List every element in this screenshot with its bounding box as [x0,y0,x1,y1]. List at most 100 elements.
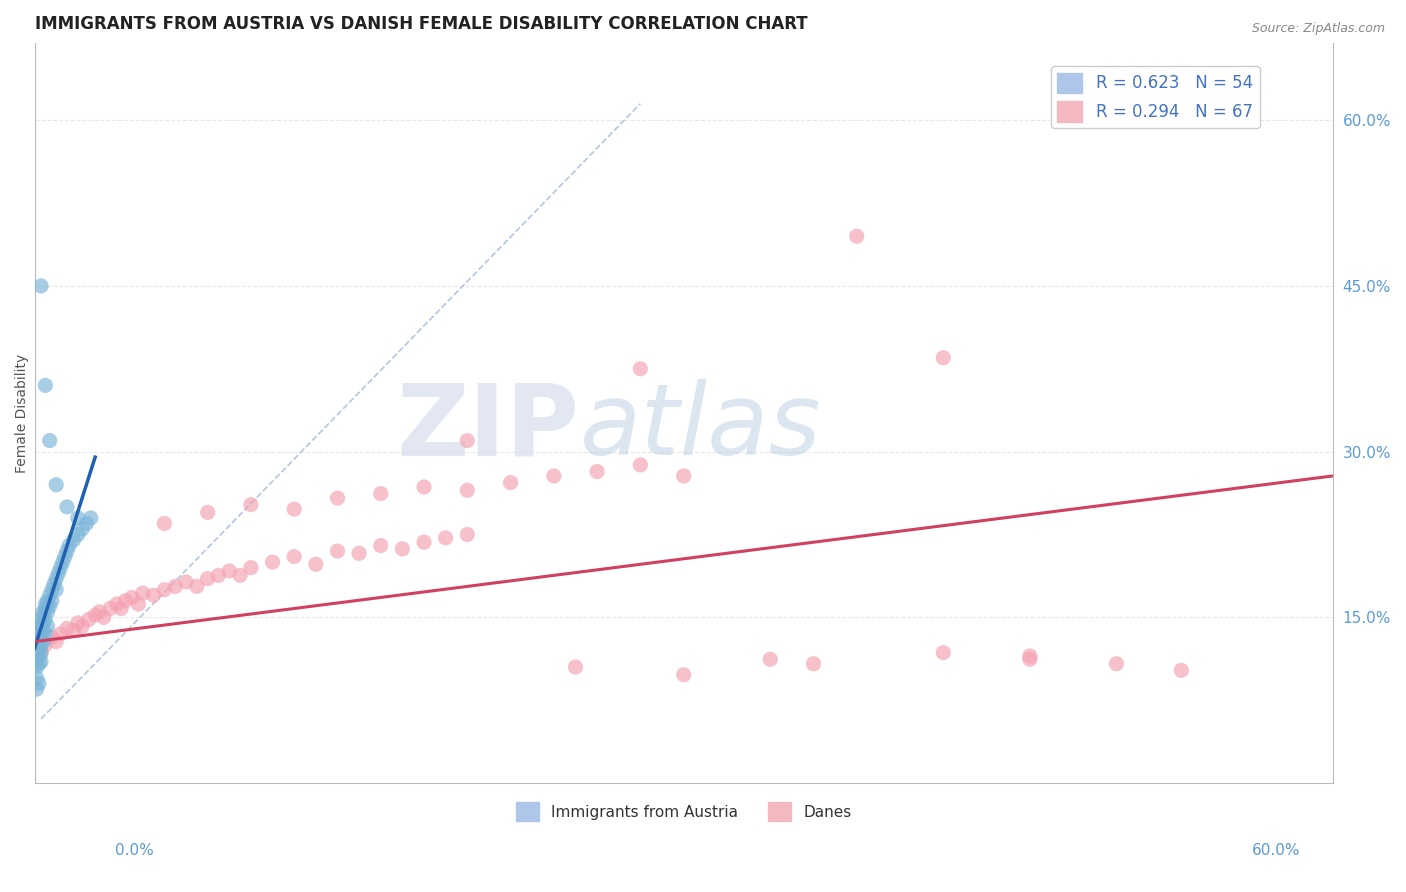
Point [28,657,51,671]
Point [32,624,55,638]
Point [41,630,63,644]
Point [283,502,305,516]
Point [93,610,115,624]
Point [218,564,240,578]
Point [37,594,59,608]
Point [45,572,67,586]
Point [803,657,825,671]
Point [58,539,80,553]
Point [326,544,349,558]
Point [28,641,51,656]
Point [845,229,868,244]
Point [30,638,52,652]
Point [62,533,84,547]
Point [28,648,51,663]
Point [56,500,79,514]
Y-axis label: Female Disability: Female Disability [15,353,30,473]
Point [370,486,392,500]
Point [413,480,436,494]
Point [165,579,187,593]
Point [110,601,132,615]
Point [45,477,67,491]
Point [1018,648,1040,663]
Point [30,279,52,293]
Point [32,634,55,648]
Point [66,511,89,525]
Point [41,582,63,597]
Point [30,646,52,660]
Point [229,568,252,582]
Point [53,549,76,564]
Point [174,574,197,589]
Point [34,627,56,641]
Point [628,361,651,376]
Point [25,682,48,697]
Point [34,378,56,392]
Point [30,655,52,669]
Point [25,652,48,666]
Point [672,667,695,681]
Point [34,638,56,652]
Point [932,646,955,660]
Point [499,475,522,490]
Text: IMMIGRANTS FROM AUSTRIA VS DANISH FEMALE DISABILITY CORRELATION CHART: IMMIGRANTS FROM AUSTRIA VS DANISH FEMALE… [35,15,807,33]
Point [25,671,48,685]
Point [197,505,219,519]
Point [197,572,219,586]
Point [262,555,284,569]
Point [347,546,370,560]
Point [28,634,51,648]
Point [586,465,609,479]
Point [25,660,48,674]
Point [105,597,128,611]
Point [456,434,478,448]
Point [38,434,60,448]
Point [34,601,56,615]
Point [283,549,305,564]
Point [49,627,72,641]
Point [38,599,60,614]
Point [1105,657,1128,671]
Point [153,516,176,531]
Point [48,566,70,581]
Point [326,491,349,505]
Text: 60.0%: 60.0% [1253,843,1301,858]
Point [1170,664,1192,678]
Point [1149,86,1171,100]
Text: Source: ZipAtlas.com: Source: ZipAtlas.com [1251,22,1385,36]
Point [45,582,67,597]
Point [70,522,93,536]
Point [391,541,413,556]
Point [49,560,72,574]
Point [52,555,75,569]
Point [628,458,651,472]
Point [89,605,111,619]
Point [62,624,84,638]
Point [77,613,100,627]
Point [1018,652,1040,666]
Point [45,634,67,648]
Point [239,560,262,574]
Point [98,601,121,615]
Point [121,591,143,605]
Point [456,483,478,498]
Point [370,539,392,553]
Point [207,568,229,582]
Point [37,605,59,619]
Point [30,613,52,627]
Point [32,615,55,630]
Point [70,619,93,633]
Point [932,351,955,365]
Point [84,608,107,623]
Text: atlas: atlas [579,379,821,476]
Point [186,579,208,593]
Point [759,652,782,666]
Point [28,676,51,690]
Point [28,624,51,638]
Point [434,531,457,545]
Text: 0.0%: 0.0% [115,843,155,858]
Point [153,582,176,597]
Point [456,527,478,541]
Point [28,630,51,644]
Point [38,588,60,602]
